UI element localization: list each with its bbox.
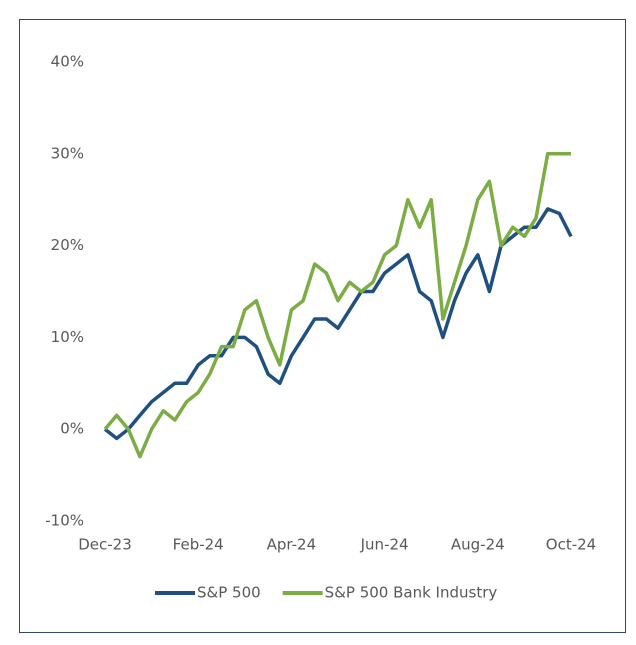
x-tick-label: Jun-24 (360, 536, 409, 554)
x-tick-label: Aug-24 (451, 536, 505, 554)
series-line (103, 152, 571, 459)
y-tick-label: 30% (51, 144, 84, 162)
y-tick-label: 0% (60, 420, 84, 438)
y-tick-label: 10% (51, 328, 84, 346)
y-tick-label: -10% (45, 512, 84, 530)
x-tick-label: Apr-24 (267, 536, 317, 554)
x-tick-label: Dec-23 (78, 536, 132, 554)
y-tick-label: 20% (51, 236, 84, 254)
legend-label: S&P 500 (197, 584, 261, 602)
x-tick-label: Feb-24 (173, 536, 224, 554)
y-tick-label: 40% (51, 53, 84, 71)
frame (19, 19, 626, 633)
x-tick-label: Oct-24 (546, 536, 596, 554)
legend-label: S&P 500 Bank Industry (325, 584, 498, 602)
series-line (103, 207, 573, 441)
